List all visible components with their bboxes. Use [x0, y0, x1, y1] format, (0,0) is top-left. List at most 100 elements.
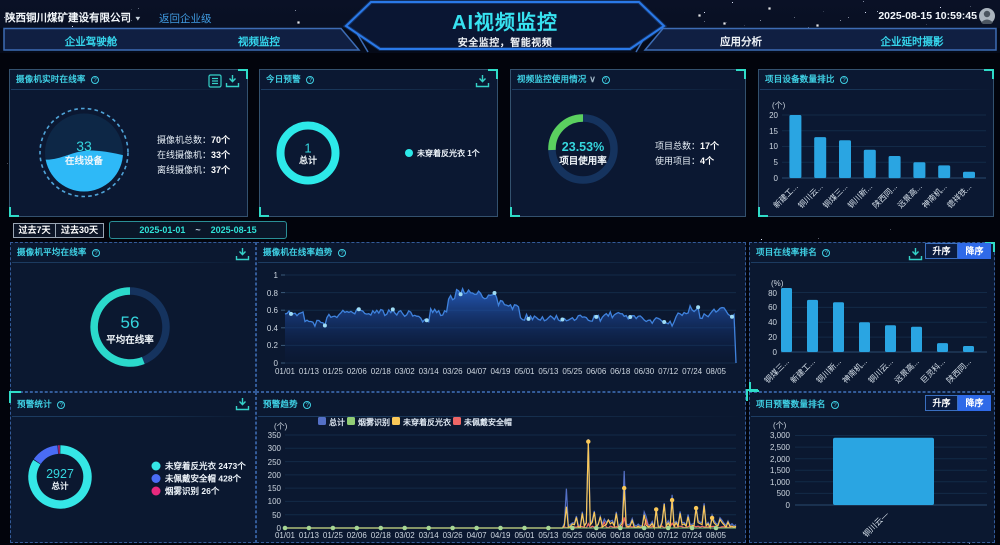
svg-text:(个): (个): [274, 422, 288, 431]
svg-text:2927: 2927: [46, 467, 74, 481]
svg-text:06/18: 06/18: [610, 367, 631, 376]
svg-text:350: 350: [268, 431, 282, 440]
svg-text:500: 500: [777, 489, 791, 498]
svg-text:01/25: 01/25: [323, 367, 344, 376]
svg-text:0: 0: [774, 174, 779, 183]
svg-text:03/26: 03/26: [443, 367, 464, 376]
svg-text:05/25: 05/25: [562, 367, 583, 376]
svg-text:1: 1: [274, 271, 279, 280]
svg-text:未穿着反光衣: 未穿着反光衣: [402, 417, 451, 427]
svg-text:07/12: 07/12: [658, 531, 679, 540]
svg-text:总计: 总计: [51, 481, 69, 491]
svg-text:1,500: 1,500: [770, 466, 791, 475]
svg-text:15: 15: [769, 127, 778, 136]
svg-text:06/30: 06/30: [634, 367, 655, 376]
svg-text:未穿着反光衣 1个: 未穿着反光衣 1个: [416, 148, 481, 158]
svg-text:烟雾识别: 烟雾识别: [358, 417, 390, 427]
svg-text:06/30: 06/30: [634, 531, 655, 540]
svg-text:远景高...: 远景高...: [892, 356, 921, 385]
svg-text:神南机...: 神南机...: [840, 356, 869, 385]
svg-text:新建工...: 新建工...: [771, 181, 800, 210]
svg-text:07/24: 07/24: [682, 367, 703, 376]
svg-text:03/02: 03/02: [395, 531, 416, 540]
svg-text:10: 10: [769, 142, 778, 151]
svg-text:40: 40: [768, 318, 777, 327]
svg-text:150: 150: [268, 484, 282, 493]
svg-text:08/05: 08/05: [706, 367, 727, 376]
svg-text:06/06: 06/06: [586, 367, 607, 376]
svg-text:陕西同...: 陕西同...: [870, 181, 899, 210]
svg-text:2,500: 2,500: [770, 443, 791, 452]
svg-text:01/13: 01/13: [299, 531, 320, 540]
svg-text:未佩戴安全帽: 未佩戴安全帽: [463, 417, 512, 427]
svg-text:01/01: 01/01: [275, 367, 296, 376]
svg-text:20: 20: [768, 333, 777, 342]
svg-text:03/26: 03/26: [443, 531, 464, 540]
svg-text:铜煤三...: 铜煤三...: [821, 181, 850, 210]
svg-text:56: 56: [121, 313, 140, 332]
svg-text:08/05: 08/05: [706, 531, 727, 540]
svg-text:20: 20: [769, 111, 778, 120]
svg-text:06/18: 06/18: [610, 531, 631, 540]
svg-text:铜煤三...: 铜煤三...: [762, 356, 791, 385]
svg-text:2,000: 2,000: [770, 455, 791, 464]
svg-text:07/12: 07/12: [658, 367, 679, 376]
svg-text:(%): (%): [771, 279, 784, 288]
svg-text:02/18: 02/18: [371, 531, 392, 540]
svg-text:0: 0: [274, 359, 279, 368]
svg-text:250: 250: [268, 458, 282, 467]
svg-text:03/02: 03/02: [395, 367, 416, 376]
svg-text:01/25: 01/25: [323, 531, 344, 540]
svg-text:60: 60: [768, 303, 777, 312]
svg-text:总计: 总计: [299, 155, 317, 166]
svg-text:(个): (个): [772, 101, 786, 110]
svg-text:0: 0: [773, 348, 778, 357]
svg-text:巨灵科...: 巨灵科...: [918, 356, 947, 385]
svg-text:200: 200: [268, 471, 282, 480]
svg-text:0: 0: [786, 501, 791, 510]
svg-text:05/25: 05/25: [562, 531, 583, 540]
svg-text:1: 1: [304, 141, 311, 156]
svg-text:铜川新...: 铜川新...: [845, 181, 874, 210]
svg-text:未佩戴安全帽 428个: 未佩戴安全帽 428个: [164, 474, 242, 484]
svg-text:5: 5: [774, 158, 779, 167]
svg-text:铜川新...: 铜川新...: [814, 356, 843, 385]
svg-text:05/01: 05/01: [514, 367, 535, 376]
svg-text:3,000: 3,000: [770, 431, 791, 440]
svg-text:100: 100: [268, 497, 282, 506]
svg-text:04/19: 04/19: [490, 367, 511, 376]
svg-text:项目使用率: 项目使用率: [559, 155, 607, 167]
svg-text:0.4: 0.4: [267, 324, 279, 333]
svg-text:远景高...: 远景高...: [895, 181, 924, 210]
svg-text:平均在线率: 平均在线率: [106, 334, 154, 346]
svg-text:0.2: 0.2: [267, 341, 279, 350]
svg-text:01/13: 01/13: [299, 367, 320, 376]
svg-text:0: 0: [277, 524, 282, 533]
svg-text:01/01: 01/01: [275, 531, 296, 540]
svg-text:在线设备: 在线设备: [65, 155, 104, 167]
svg-text:烟雾识别 26个: 烟雾识别 26个: [165, 486, 220, 496]
svg-text:06/06: 06/06: [586, 531, 607, 540]
svg-text:23.53%: 23.53%: [562, 140, 604, 154]
svg-text:05/13: 05/13: [538, 531, 559, 540]
svg-text:300: 300: [268, 444, 282, 453]
svg-text:0.6: 0.6: [267, 306, 279, 315]
svg-text:总计: 总计: [329, 417, 345, 427]
svg-text:陕西同...: 陕西同...: [944, 356, 973, 385]
svg-text:1,000: 1,000: [770, 478, 791, 487]
svg-text:铜川云—: 铜川云—: [861, 509, 891, 539]
svg-text:05/13: 05/13: [538, 367, 559, 376]
svg-text:80: 80: [768, 289, 777, 298]
svg-text:(个): (个): [773, 421, 787, 430]
svg-text:04/19: 04/19: [490, 531, 511, 540]
svg-text:03/14: 03/14: [419, 531, 440, 540]
svg-text:07/24: 07/24: [682, 531, 703, 540]
svg-text:02/18: 02/18: [371, 367, 392, 376]
svg-text:02/06: 02/06: [347, 531, 368, 540]
svg-text:02/06: 02/06: [347, 367, 368, 376]
svg-text:未穿着反光衣 2473个: 未穿着反光衣 2473个: [164, 461, 246, 471]
svg-text:05/01: 05/01: [514, 531, 535, 540]
svg-text:神南机...: 神南机...: [920, 181, 949, 210]
svg-text:德祥铁...: 德祥铁...: [945, 181, 974, 210]
svg-text:04/07: 04/07: [467, 531, 488, 540]
